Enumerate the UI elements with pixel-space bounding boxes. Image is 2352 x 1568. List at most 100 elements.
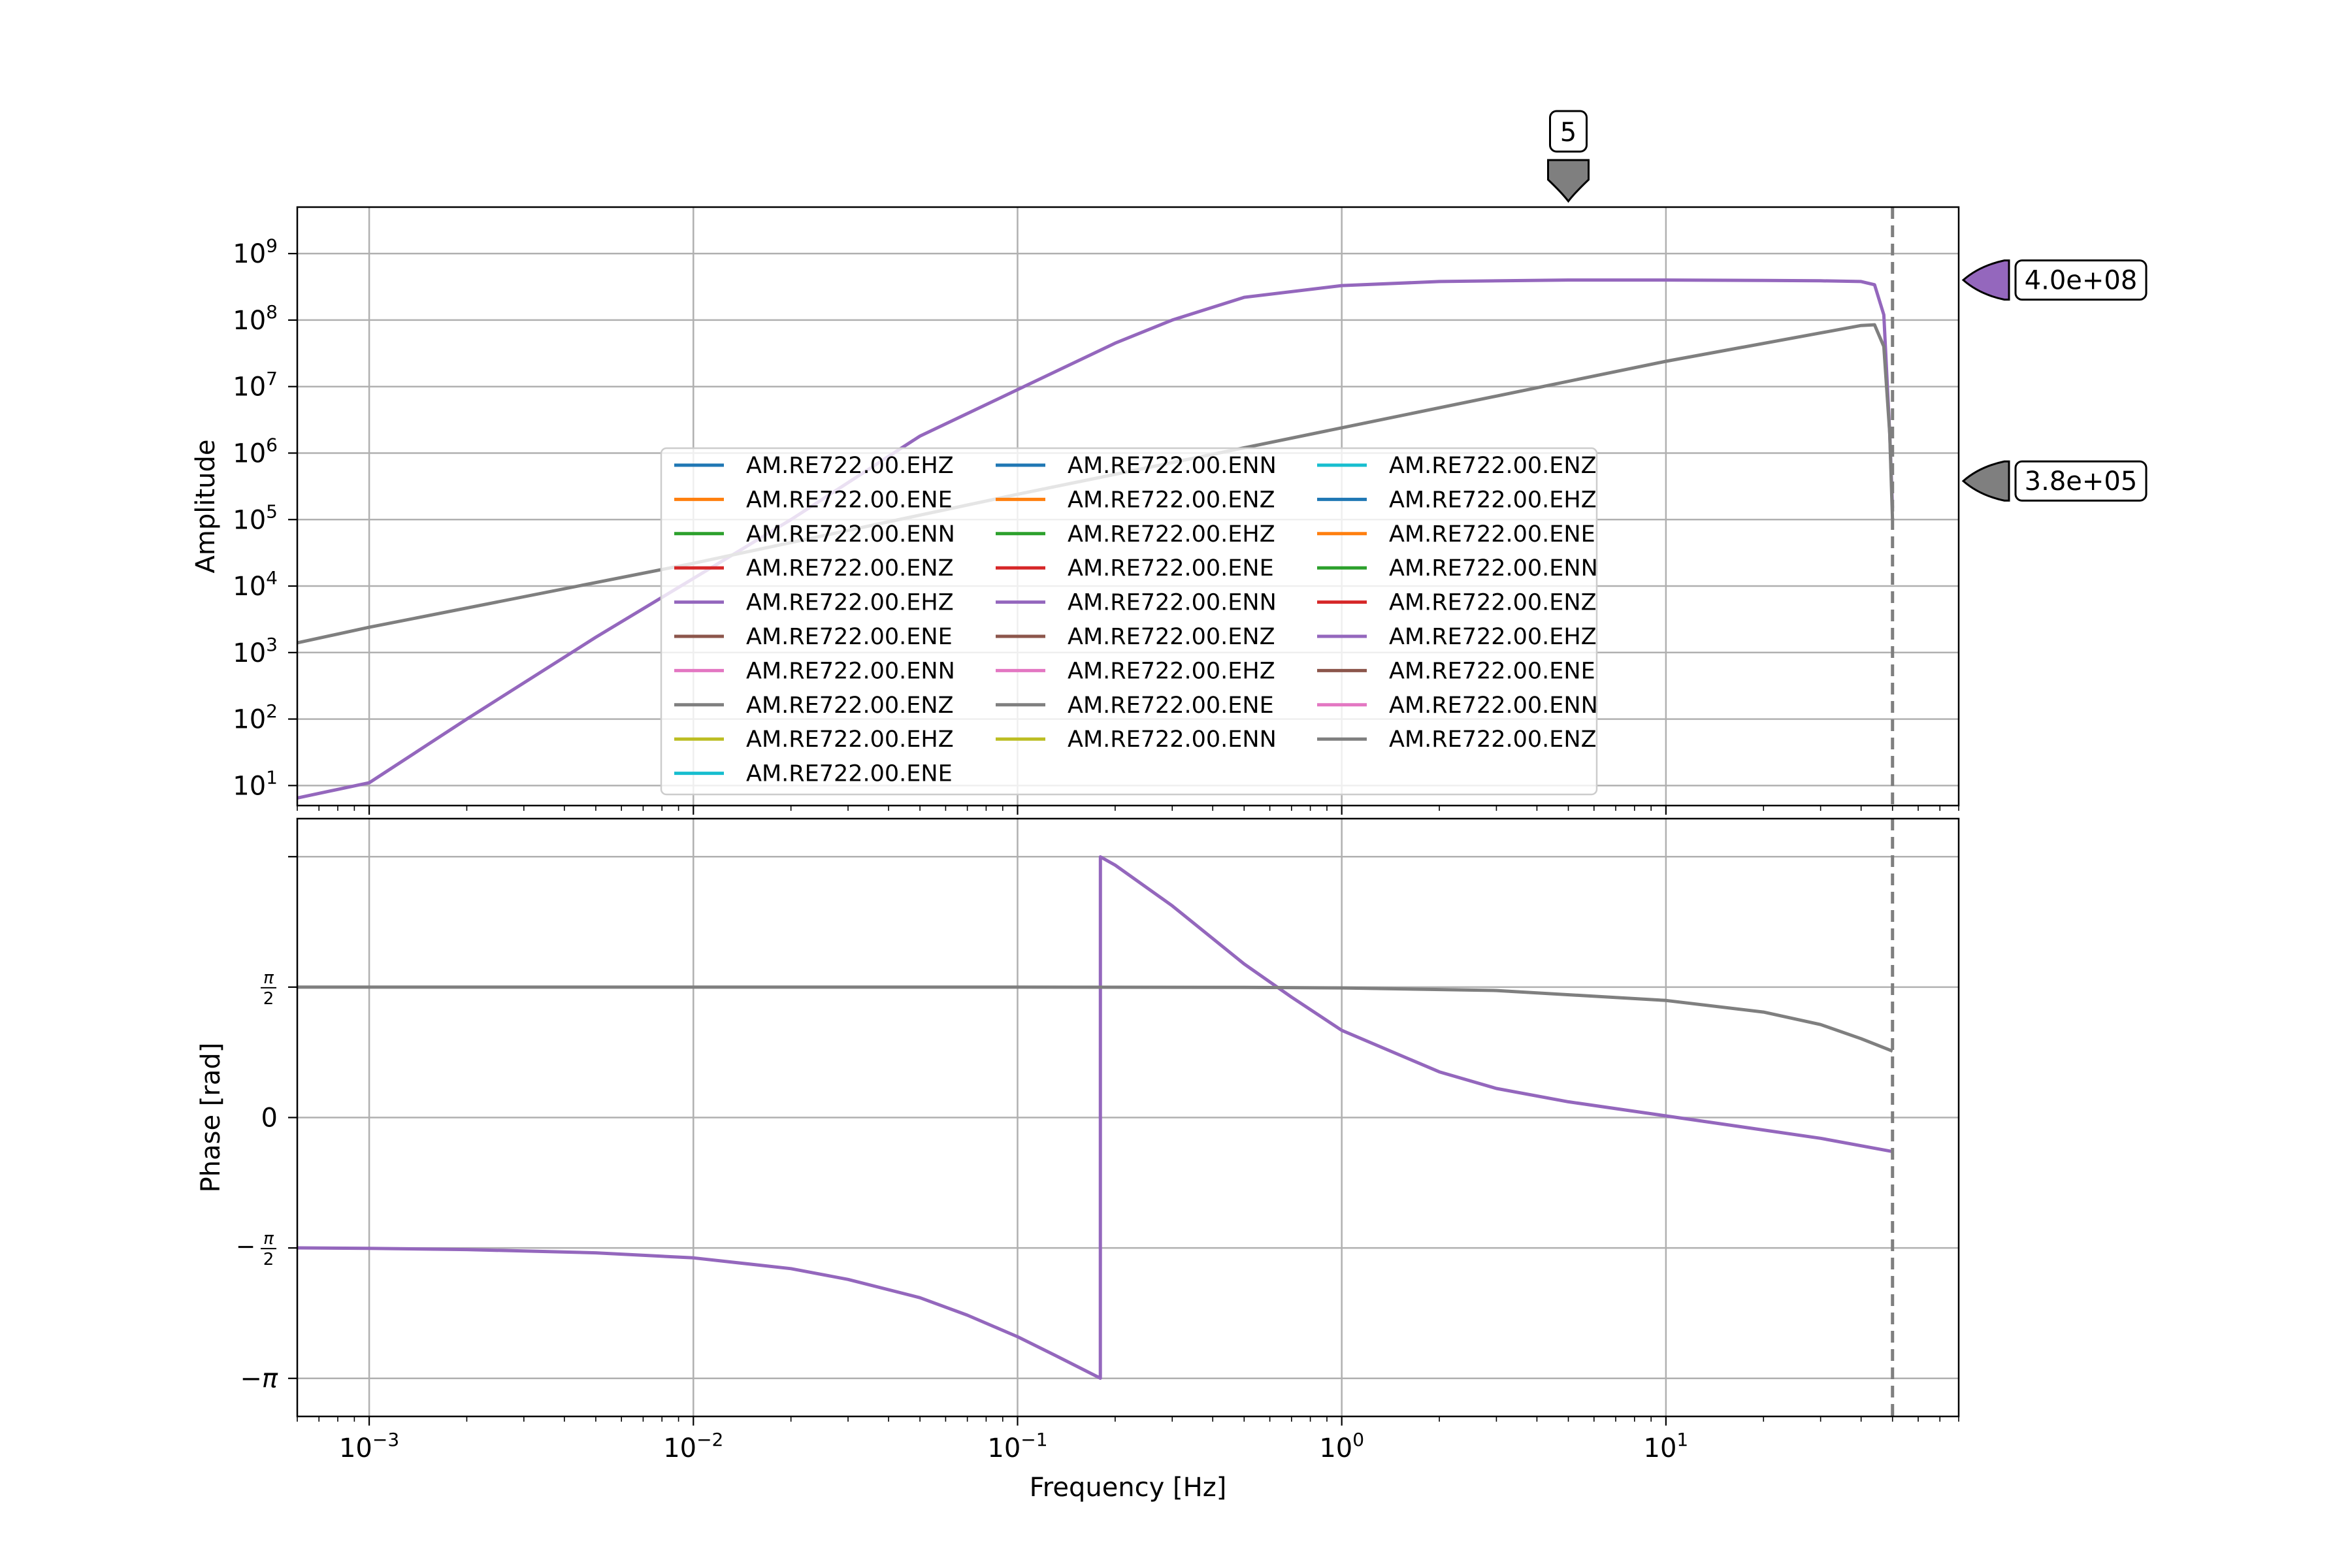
phase-ytick-minus-1: − [236, 1233, 255, 1260]
phase-axes-frame [296, 817, 1960, 1418]
legend-label-0-0: AM.RE722.00.EHZ [746, 453, 954, 479]
amplitude-axes-frame [296, 206, 1960, 807]
phase-series-group [297, 855, 1893, 1380]
legend-entry-2-2: AM.RE722.00.ENE [1317, 521, 1595, 547]
phase-ytick-label-1: − π2 [236, 1229, 276, 1269]
legend-label-1-0: AM.RE722.00.ENN [1068, 453, 1277, 479]
amplitude-panel: 101 102 103 104 105 106 107 108 109 [233, 206, 1960, 815]
legend-label-1-3: AM.RE722.00.ENE [1068, 555, 1274, 581]
legend-label-0-1: AM.RE722.00.ENE [746, 487, 953, 513]
legend-label-2-0: AM.RE722.00.ENZ [1389, 453, 1597, 479]
legend-entry-1-0: AM.RE722.00.ENN [996, 453, 1277, 479]
amplitude-y-axis-label: Amplitude [191, 440, 221, 574]
legend-label-2-6: AM.RE722.00.ENE [1389, 658, 1595, 684]
phase-ytick-numerator-1: π [263, 1229, 274, 1249]
legend-label-2-8: AM.RE722.00.ENZ [1389, 727, 1597, 753]
phase-series-line-0 [297, 855, 1893, 1380]
legend-label-1-1: AM.RE722.00.ENZ [1068, 487, 1275, 513]
legend-label-2-1: AM.RE722.00.EHZ [1389, 487, 1597, 513]
amplitude-ytick-label-2: 103 [233, 634, 278, 668]
legend-entry-1-8: AM.RE722.00.ENN [996, 727, 1277, 753]
top-marker-label: 5 [1560, 118, 1576, 148]
legend-entry-0-4: AM.RE722.00.EHZ [674, 590, 954, 616]
legend-entry-0-5: AM.RE722.00.ENE [674, 624, 953, 650]
legend-entry-1-3: AM.RE722.00.ENE [996, 555, 1274, 581]
legend-label-1-5: AM.RE722.00.ENZ [1068, 624, 1275, 650]
legend-label-2-7: AM.RE722.00.ENN [1389, 693, 1598, 719]
amplitude-series-group [297, 278, 1895, 800]
amplitude-ytick-label-3: 104 [233, 567, 278, 602]
amplitude-ytick-label-6: 107 [233, 368, 278, 402]
amplitude-ytick-label-0: 101 [233, 767, 278, 802]
legend-entry-0-0: AM.RE722.00.EHZ [674, 453, 954, 479]
legend-label-1-6: AM.RE722.00.EHZ [1068, 658, 1275, 684]
amplitude-ytick-label-7: 108 [233, 301, 278, 336]
legend-entry-0-8: AM.RE722.00.EHZ [674, 727, 954, 753]
phase-ytick-label-0: −π [240, 1364, 278, 1394]
phase-xtick-label-0: 10−3 [339, 1429, 399, 1463]
top-marker-box [1549, 110, 1588, 153]
legend-label-1-7: AM.RE722.00.ENE [1068, 693, 1274, 719]
legend-label-2-4: AM.RE722.00.ENZ [1389, 590, 1597, 616]
legend-entry-2-5: AM.RE722.00.EHZ [1317, 624, 1597, 650]
legend-entry-0-9: AM.RE722.00.ENE [674, 761, 953, 787]
legend-label-0-7: AM.RE722.00.ENZ [746, 693, 954, 719]
legend-label-2-5: AM.RE722.00.EHZ [1389, 624, 1597, 650]
legend-entry-1-2: AM.RE722.00.EHZ [996, 521, 1275, 547]
legend-label-0-2: AM.RE722.00.ENN [746, 521, 955, 547]
legend-entry-1-4: AM.RE722.00.ENN [996, 590, 1277, 616]
legend: AM.RE722.00.EHZ AM.RE722.00.ENE AM.RE722.0… [660, 447, 1598, 796]
x-axis-label: Frequency [Hz] [1030, 1473, 1227, 1503]
legend-entry-2-1: AM.RE722.00.EHZ [1317, 487, 1597, 513]
amplitude-ytick-label-5: 106 [233, 434, 278, 469]
phase-xtick-label-3: 100 [1319, 1429, 1364, 1463]
right-marker-arrow-2 [1961, 460, 2010, 502]
amplitude-series-line-0 [297, 278, 1895, 800]
legend-entry-2-3: AM.RE722.00.ENN [1317, 555, 1598, 581]
legend-entry-0-3: AM.RE722.00.ENZ [674, 555, 954, 581]
legend-label-0-3: AM.RE722.00.ENZ [746, 555, 954, 581]
legend-entry-0-7: AM.RE722.00.ENZ [674, 693, 954, 719]
response-markers: 5 4.0e+08 3.8e+05 [1547, 110, 2148, 502]
legend-label-0-9: AM.RE722.00.ENE [746, 761, 953, 787]
amplitude-series-line-1 [297, 323, 1895, 645]
right-marker-label-1: 4.0e+08 [2025, 266, 2138, 296]
legend-entry-2-7: AM.RE722.00.ENN [1317, 693, 1598, 719]
legend-entry-2-0: AM.RE722.00.ENZ [1317, 453, 1597, 479]
legend-label-0-4: AM.RE722.00.EHZ [746, 590, 954, 616]
legend-entry-1-7: AM.RE722.00.ENE [996, 693, 1274, 719]
phase-xtick-label-1: 10−2 [663, 1429, 723, 1463]
phase-ytick-denominator-1: 2 [263, 1250, 274, 1269]
phase-series-line-1 [297, 985, 1893, 1053]
legend-entry-1-1: AM.RE722.00.ENZ [996, 487, 1275, 513]
amplitude-ytick-label-4: 105 [233, 500, 278, 535]
right-marker-box-2 [2014, 460, 2148, 502]
legend-entry-0-1: AM.RE722.00.ENE [674, 487, 953, 513]
legend-entry-0-2: AM.RE722.00.ENN [674, 521, 955, 547]
right-marker-box-1 [2014, 259, 2148, 301]
legend-label-0-8: AM.RE722.00.EHZ [746, 727, 954, 753]
right-marker-arrow-1 [1961, 259, 2010, 301]
legend-label-0-6: AM.RE722.00.ENN [746, 658, 955, 684]
phase-y-axis-label: Phase [rad] [196, 1043, 226, 1193]
phase-ytick-denominator-3: 2 [263, 989, 274, 1009]
legend-label-1-2: AM.RE722.00.EHZ [1068, 521, 1275, 547]
phase-xtick-label-4: 101 [1644, 1429, 1689, 1463]
legend-entry-2-4: AM.RE722.00.ENZ [1317, 590, 1597, 616]
phase-ytick-label-2: 0 [261, 1103, 278, 1134]
amplitude-ytick-label-8: 109 [233, 235, 278, 269]
legend-label-2-2: AM.RE722.00.ENE [1389, 521, 1595, 547]
top-marker-arrow [1547, 159, 1590, 203]
amplitude-ytick-label-1: 102 [233, 700, 278, 735]
phase-xtick-label-2: 10−1 [987, 1429, 1047, 1463]
legend-entry-1-6: AM.RE722.00.EHZ [996, 658, 1275, 684]
legend-label-2-3: AM.RE722.00.ENN [1389, 555, 1598, 581]
legend-label-0-5: AM.RE722.00.ENE [746, 624, 953, 650]
phase-ytick-label-3: π2 [261, 968, 276, 1009]
phase-ytick-numerator-3: π [263, 968, 274, 988]
right-marker-label-2: 3.8e+05 [2025, 466, 2138, 497]
legend-entry-1-5: AM.RE722.00.ENZ [996, 624, 1275, 650]
legend-label-1-8: AM.RE722.00.ENN [1068, 727, 1277, 753]
